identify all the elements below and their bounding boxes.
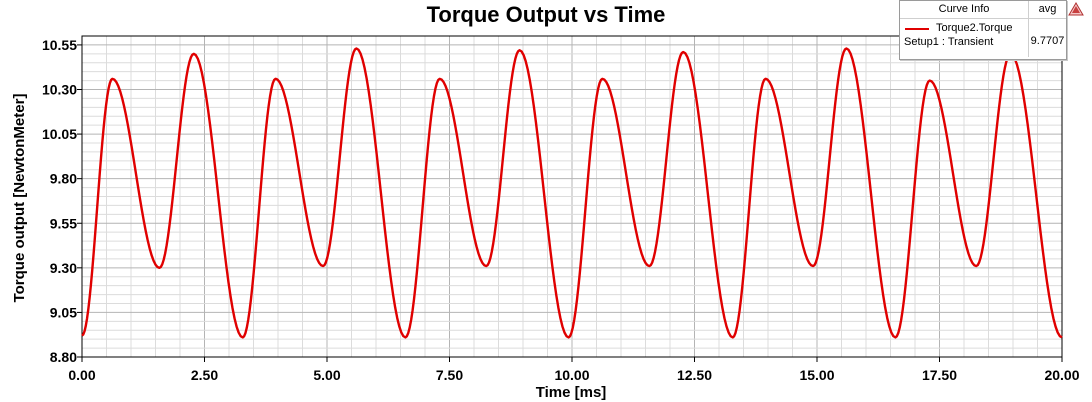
legend-swatch (905, 28, 929, 30)
series-line-torque (81, 47, 1063, 339)
x-tick-label: 7.50 (436, 367, 463, 383)
legend-curve-cell: Torque2.Torque Setup1 : Transient (900, 19, 1029, 57)
legend[interactable]: Curve Info avg Torque2.Torque Setup1 : T… (899, 0, 1067, 60)
x-tick-label: 10.00 (554, 367, 589, 383)
x-axis: 0.00 2.50 5.00 7.50 10.00 12.50 15.00 17.50 20.0… (68, 357, 1080, 383)
x-axis-label: Time [ms] (536, 384, 607, 401)
legend-header-stat: avg (1038, 3, 1057, 15)
y-tick-label: 10.05 (42, 126, 77, 142)
legend-header-info: Curve Info (900, 1, 1029, 18)
y-axis: 8.80 9.05 9.30 9.55 9.80 10.05 10.30 10.55 (42, 37, 82, 365)
y-axis-label: Torque output [NewtonMeter] (11, 94, 28, 303)
x-tick-label: 20.00 (1044, 367, 1079, 383)
warning-triangle-icon[interactable] (1068, 2, 1084, 16)
x-tick-label: 5.00 (313, 367, 340, 383)
series-group (81, 47, 1063, 339)
y-tick-label: 10.55 (42, 37, 77, 53)
y-tick-label: 8.80 (50, 349, 77, 365)
legend-avg-value: 9.7707 (1030, 35, 1065, 47)
y-tick-label: 10.30 (42, 82, 77, 98)
x-tick-label: 0.00 (68, 367, 95, 383)
chart-title: Torque Output vs Time (427, 2, 666, 27)
legend-curve-name: Torque2.Torque (936, 22, 1013, 34)
legend-header: Curve Info avg (900, 1, 1066, 19)
x-tick-label: 17.50 (922, 367, 957, 383)
y-tick-label: 9.80 (50, 171, 77, 187)
y-tick-label: 9.05 (50, 304, 77, 320)
legend-curve-setup: Setup1 : Transient (904, 36, 994, 48)
y-tick-label: 9.30 (50, 260, 77, 276)
x-tick-label: 2.50 (191, 367, 218, 383)
legend-entry[interactable]: Torque2.Torque Setup1 : Transient 9.7707 (900, 19, 1066, 57)
y-tick-label: 9.55 (50, 215, 77, 231)
x-tick-label: 12.50 (677, 367, 712, 383)
grid-lines (81, 35, 1063, 358)
x-tick-label: 15.00 (799, 367, 834, 383)
